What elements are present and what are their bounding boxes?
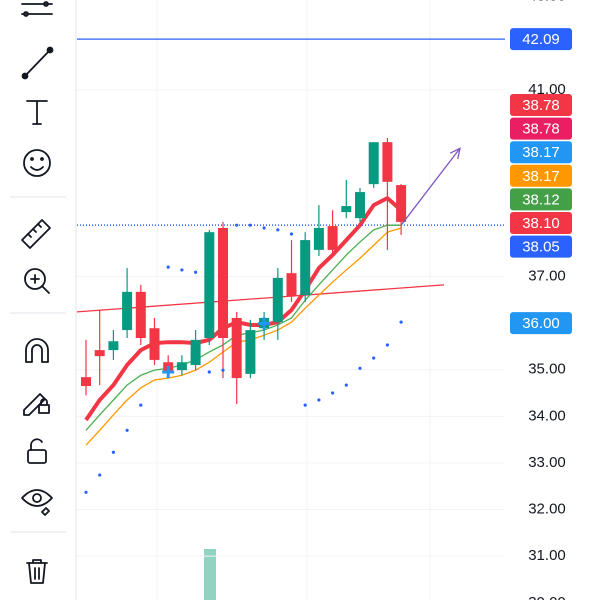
sar-dot (235, 223, 239, 227)
price-label: 42.09 (522, 31, 560, 48)
sar-dot (344, 383, 348, 387)
text-icon[interactable] (26, 100, 48, 125)
candle-body (313, 227, 324, 250)
sar-dot (372, 356, 376, 360)
sar-dot (358, 366, 362, 370)
price-label: 38.78 (522, 97, 560, 114)
moving-average (85, 227, 402, 446)
y-tick-label: 31.00 (528, 547, 566, 564)
trendline-icon[interactable] (21, 46, 54, 80)
sar-dot (276, 228, 280, 232)
price-label-box (510, 28, 572, 51)
sar-dot (207, 370, 211, 374)
price-label-box (510, 141, 572, 164)
sar-dot (262, 226, 266, 230)
sar-cross (162, 366, 175, 379)
candle-body (135, 291, 146, 338)
sar-dot (317, 398, 321, 402)
price-label: 38.17 (522, 144, 560, 161)
lock-icon[interactable] (27, 438, 47, 464)
candle-body (218, 227, 228, 338)
sar-dot (331, 391, 335, 395)
y-tick-label: 34.00 (528, 407, 566, 424)
candle-body (149, 328, 160, 360)
y-tick-label: 43.00 (528, 0, 566, 5)
sar-dot (84, 490, 88, 494)
candle-body (300, 240, 311, 296)
price-label-box (510, 117, 572, 140)
price-label-box (510, 212, 572, 234)
candle-body (382, 142, 393, 182)
sar-dot (303, 403, 307, 407)
y-tick-label: 37.00 (528, 267, 566, 284)
sar-dot (139, 403, 143, 407)
visibility-icon[interactable] (21, 489, 53, 516)
price-label-box (510, 94, 572, 116)
candle-body (327, 226, 338, 250)
trash-icon[interactable] (26, 559, 48, 584)
sar-dot (248, 223, 252, 227)
price-label: 38.12 (522, 191, 560, 208)
volume-bar (204, 549, 216, 600)
price-label: 38.78 (522, 121, 560, 138)
price-label-box (510, 312, 572, 335)
price-label: 38.10 (522, 215, 560, 232)
candle-body (396, 185, 407, 222)
sar-dot (111, 450, 115, 454)
price-label-box (510, 235, 572, 258)
candle-body (190, 339, 201, 366)
candle-body (286, 273, 297, 297)
moving-average (85, 224, 402, 431)
price-label-box (510, 188, 572, 211)
sar-dot (98, 473, 102, 477)
price-label: 36.00 (522, 315, 560, 332)
candle-body (108, 341, 119, 351)
candle-body (368, 142, 379, 185)
sar-dot (289, 232, 294, 236)
y-tick-label: 32.00 (528, 501, 566, 518)
sar-dot (125, 428, 129, 432)
candle-body (355, 192, 365, 219)
zoom-icon[interactable] (24, 268, 50, 294)
price-label: 38.17 (522, 168, 560, 185)
y-tick-label: 35.00 (528, 361, 566, 378)
y-tick-label: 30.00 (528, 594, 566, 600)
candle-body (204, 232, 215, 338)
indicators-icon[interactable] (21, 1, 53, 17)
magnet-icon[interactable] (25, 338, 49, 363)
y-tick-label: 41.00 (528, 81, 566, 98)
price-label: 38.05 (522, 239, 560, 256)
candle-body (122, 291, 133, 331)
candle-body (341, 206, 352, 213)
candle-body (231, 317, 242, 379)
sar-dot (166, 265, 170, 269)
plot-area (156, 0, 431, 600)
lock-drawing-icon[interactable] (23, 393, 50, 416)
sar-dot (385, 343, 389, 347)
sar-dot (221, 368, 225, 372)
candle-body (81, 377, 91, 387)
sar-dot (194, 270, 198, 274)
sar-cross (258, 317, 271, 330)
arrow-line (400, 147, 461, 226)
emoji-icon[interactable] (23, 149, 51, 177)
price-label-box (510, 164, 572, 187)
sar-dot (180, 268, 184, 272)
arrow-head (449, 147, 461, 160)
sar-dot (399, 320, 403, 324)
candle-body (94, 350, 105, 357)
toolbar (10, 0, 77, 600)
ruler-icon[interactable] (21, 219, 51, 249)
candle-body (245, 330, 256, 374)
moving-average (84, 196, 403, 422)
candle-body (272, 277, 283, 323)
y-tick-label: 33.00 (528, 454, 566, 471)
candle-body (176, 362, 187, 371)
